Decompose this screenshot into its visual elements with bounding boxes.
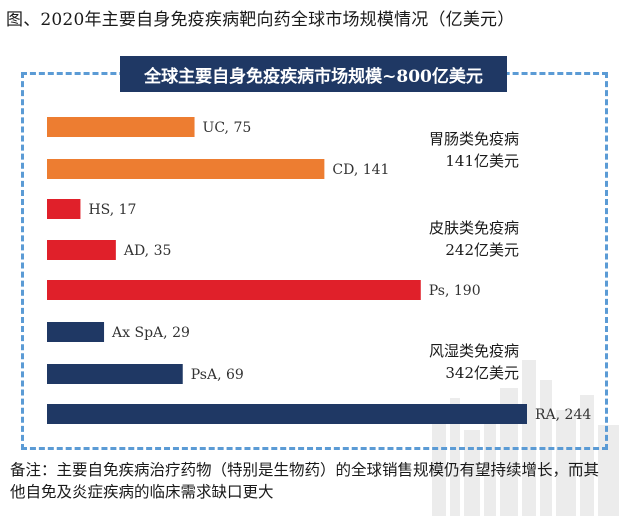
bar-label-ad: AD, 35 (123, 243, 172, 259)
group-total: 141亿美元 (445, 152, 519, 170)
bar-cd (47, 159, 325, 179)
bar-ax-spa (47, 322, 105, 342)
bar-uc (47, 117, 195, 137)
bar-label-ps: Ps, 190 (429, 283, 481, 299)
bar-label-ra: RA, 244 (535, 407, 591, 423)
market-size-banner: 全球主要自身免疫疾病市场规模~800亿美元 (120, 56, 507, 92)
group-total: 242亿美元 (445, 241, 519, 259)
group-label-gastro: 胃肠类免疫病 141亿美元 (429, 128, 519, 172)
footnote: 备注：主要自免疾病治疗药物（特别是生物药）的全球销售规模仍有望持续增长，而其他自… (10, 461, 600, 501)
group-label-skin: 皮肤类免疫病 242亿美元 (429, 217, 519, 261)
bar-label-uc: UC, 75 (203, 120, 252, 136)
bar-psa (47, 364, 183, 384)
bar-label-psa: PsA, 69 (191, 367, 244, 383)
bar-label-cd: CD, 141 (332, 162, 389, 178)
bar-ra (47, 404, 527, 424)
group-label-rheum: 风湿类免疫病 342亿美元 (429, 340, 519, 384)
bar-hs (47, 199, 81, 219)
group-name: 风湿类免疫病 (428, 342, 519, 360)
bar-label-hs: HS, 17 (88, 202, 136, 218)
bar-ad (47, 240, 116, 260)
group-name: 皮肤类免疫病 (428, 219, 519, 237)
bar-ps (47, 280, 421, 300)
figure-title: 图、2020年主要自身免疫疾病靶向药全球市场规模情况（亿美元） (6, 10, 515, 30)
group-total: 342亿美元 (445, 364, 519, 382)
bar-label-ax-spa: Ax SpA, 29 (111, 325, 190, 341)
group-name: 胃肠类免疫病 (428, 130, 519, 148)
